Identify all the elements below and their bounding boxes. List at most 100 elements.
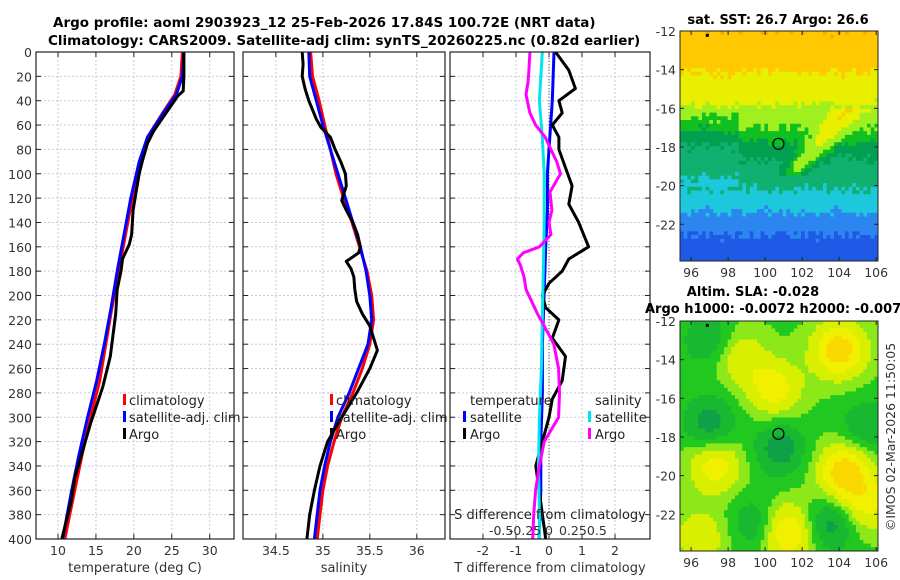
map-cell <box>830 82 835 88</box>
map-cell <box>870 201 875 206</box>
map-cell <box>720 223 725 229</box>
map-cell <box>793 164 798 169</box>
map-cell <box>801 123 806 128</box>
map-cell <box>823 205 828 210</box>
map-cell <box>797 56 802 62</box>
map-cell <box>680 134 685 139</box>
map-cell <box>823 358 828 363</box>
map-cell <box>786 105 791 110</box>
map-cell <box>749 194 754 199</box>
map-cell <box>727 146 732 151</box>
map-cell <box>782 60 787 65</box>
map-cell <box>735 179 740 184</box>
map-cell <box>804 339 809 344</box>
map-cell <box>753 56 758 62</box>
map-cell <box>735 380 740 385</box>
map-cell <box>852 335 857 340</box>
map-cell <box>691 209 696 214</box>
map-cell <box>683 197 688 203</box>
map-cell <box>687 335 692 340</box>
map-cell <box>815 64 820 69</box>
map-cell <box>804 220 809 225</box>
map-cell <box>691 324 696 329</box>
map-cell <box>852 183 857 188</box>
map-cell <box>790 369 795 374</box>
map-cell <box>764 339 769 344</box>
map-cell <box>812 101 817 106</box>
map-cell <box>731 171 736 177</box>
map-cell <box>731 179 736 184</box>
map-cell <box>863 324 868 329</box>
difference-legend: temperature salinitysatelliteArgosatellit… <box>454 394 647 538</box>
map-cell <box>823 194 828 199</box>
map-cell <box>705 123 710 128</box>
map-cell <box>830 242 835 247</box>
map-cell <box>786 186 791 191</box>
map-cell <box>815 376 820 381</box>
map-cell <box>834 209 839 214</box>
map-cell <box>841 376 846 381</box>
map-cell <box>790 168 795 173</box>
map-cell <box>859 60 864 65</box>
map-cell <box>742 339 747 344</box>
map-cell <box>702 82 707 88</box>
map-cell <box>808 212 813 217</box>
map-cell <box>834 354 839 359</box>
map-cell <box>804 384 809 389</box>
map-cell <box>859 90 864 95</box>
map-cell <box>859 328 864 333</box>
map-cell <box>716 171 721 177</box>
map-cell <box>815 246 820 251</box>
map-cell <box>709 120 714 125</box>
map-cell <box>742 171 747 177</box>
map-cell <box>804 138 809 143</box>
map-cell <box>863 45 868 50</box>
map-cell <box>834 120 839 125</box>
map-cell <box>716 257 721 262</box>
map-cell <box>845 257 850 262</box>
map-cell <box>841 97 846 102</box>
map-cell <box>768 75 773 80</box>
map-cell <box>746 209 751 214</box>
map-cell <box>727 175 732 180</box>
map-cell <box>808 328 813 333</box>
map-cell <box>797 253 802 258</box>
map-cell <box>841 71 846 76</box>
map-cell <box>797 216 802 221</box>
map-cell <box>870 127 875 132</box>
map-cell <box>808 94 813 99</box>
map-cell <box>786 257 791 262</box>
map-cell <box>702 71 707 76</box>
map-cell <box>735 45 740 50</box>
map-cell <box>775 205 780 210</box>
map-cell <box>749 56 754 62</box>
map-cell <box>812 38 817 43</box>
map-cell <box>727 205 732 210</box>
map-cell <box>801 120 806 125</box>
map-cell <box>753 164 758 169</box>
map-cell <box>742 346 747 352</box>
map-cell <box>716 82 721 88</box>
map-cell <box>698 79 703 84</box>
map-cell <box>870 175 875 180</box>
map-cell <box>848 34 853 39</box>
map-cell <box>775 197 780 203</box>
map-cell <box>852 205 857 210</box>
map-cell <box>698 142 703 147</box>
map-cell <box>764 398 769 404</box>
map-cell <box>749 179 754 184</box>
map-cell <box>834 238 839 243</box>
map-cell <box>746 354 751 359</box>
map-cell <box>764 142 769 147</box>
map-cell <box>819 56 824 62</box>
axes-frame <box>449 51 651 540</box>
map-cell <box>760 257 765 262</box>
map-cell <box>720 186 725 191</box>
map-cell <box>731 86 736 91</box>
map-cell <box>786 238 791 243</box>
map-cell <box>720 246 725 251</box>
map-cell <box>720 194 725 199</box>
map-cell <box>702 157 707 162</box>
map-cell <box>757 131 762 136</box>
map-cell <box>852 350 857 355</box>
